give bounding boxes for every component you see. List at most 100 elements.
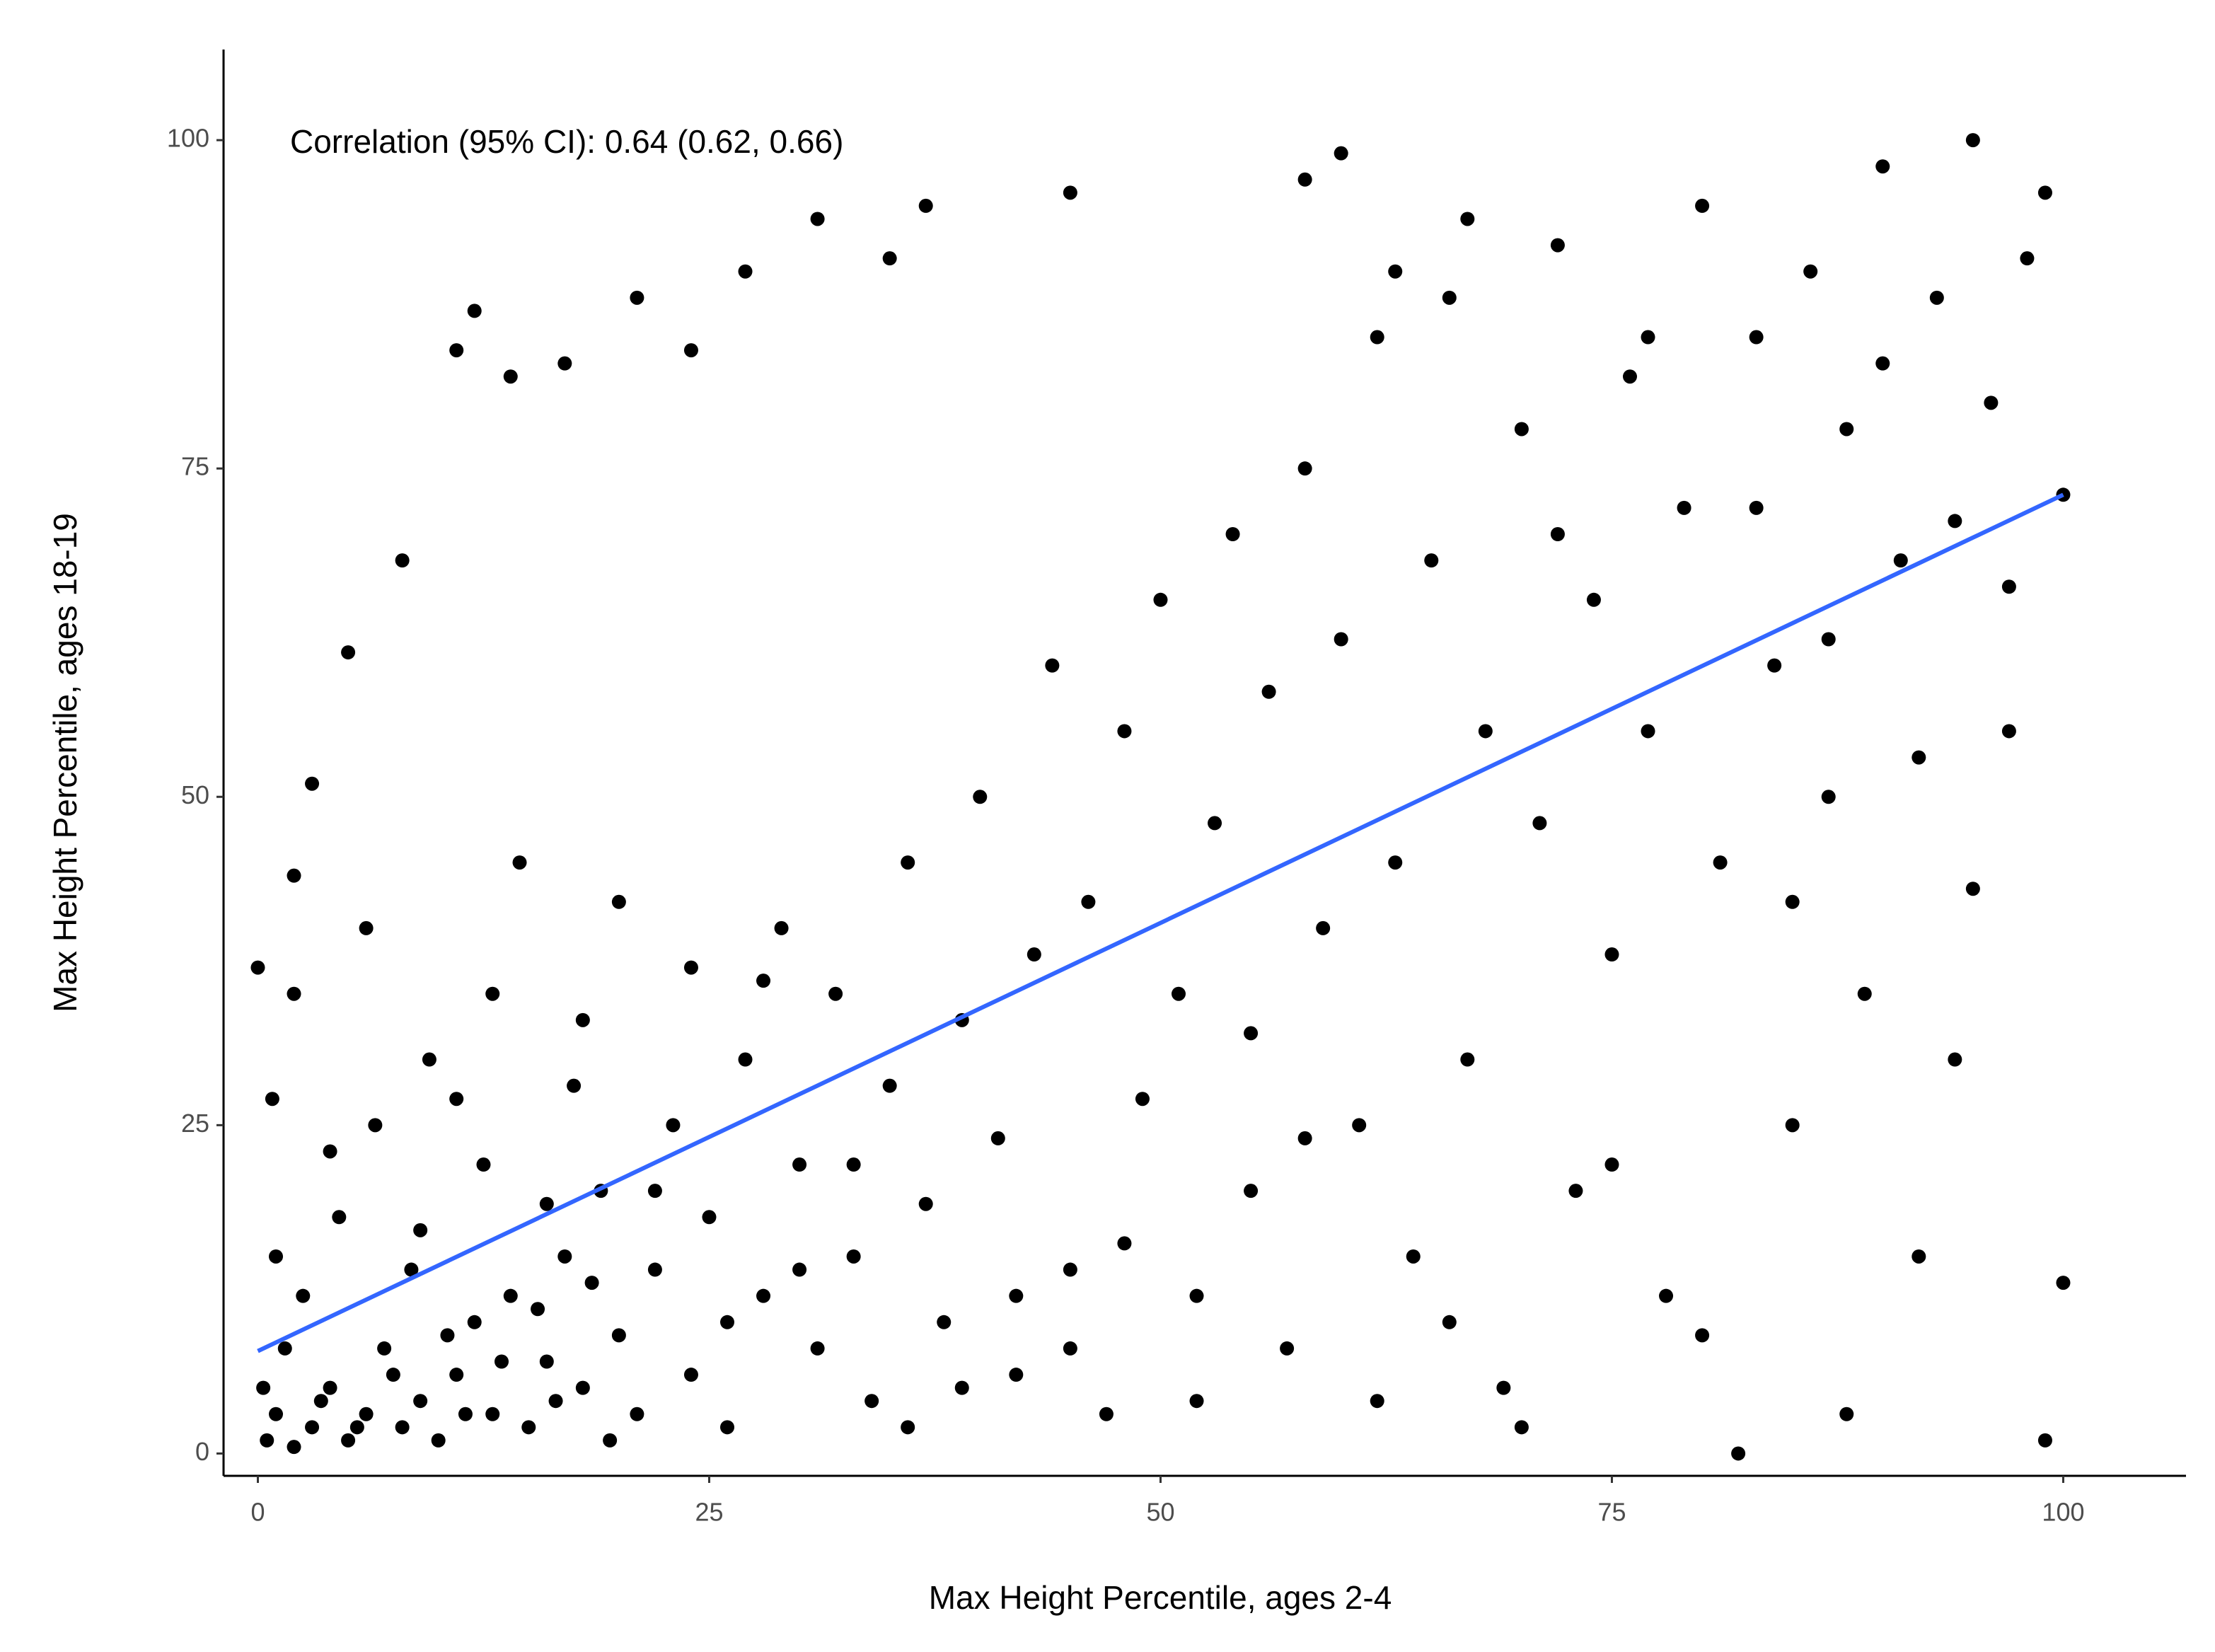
- point: [323, 1144, 337, 1159]
- point: [1984, 395, 1999, 410]
- point: [359, 920, 374, 935]
- point: [630, 290, 644, 305]
- point: [2001, 579, 2016, 594]
- point: [557, 356, 572, 371]
- point: [386, 1368, 400, 1382]
- y-tick-label: 25: [181, 1109, 209, 1138]
- point: [413, 1394, 428, 1409]
- point: [575, 1012, 590, 1027]
- point: [1875, 356, 1890, 371]
- point: [1244, 1184, 1259, 1198]
- point: [287, 868, 301, 883]
- point: [305, 1420, 320, 1435]
- point: [647, 1184, 662, 1198]
- point: [666, 1118, 681, 1133]
- point: [1785, 1118, 1800, 1133]
- point: [647, 1262, 662, 1277]
- point: [720, 1420, 735, 1435]
- point: [250, 960, 265, 975]
- y-axis-title: Max Height Percentile, ages 18-19: [47, 513, 83, 1012]
- point: [1641, 330, 1655, 345]
- point: [431, 1433, 446, 1448]
- point: [539, 1354, 554, 1369]
- point: [1442, 1315, 1457, 1329]
- point: [332, 1210, 347, 1225]
- point: [990, 1131, 1005, 1145]
- point: [2056, 1276, 2071, 1290]
- point: [323, 1380, 337, 1395]
- point: [1135, 1092, 1150, 1107]
- point: [503, 1288, 518, 1303]
- point: [512, 855, 527, 870]
- point: [882, 1078, 897, 1093]
- point: [683, 1368, 698, 1382]
- point: [260, 1433, 274, 1448]
- point: [395, 553, 410, 568]
- point: [1316, 920, 1331, 935]
- point: [756, 1288, 771, 1303]
- point: [539, 1196, 554, 1211]
- point: [1604, 1157, 1619, 1172]
- point: [1586, 592, 1601, 607]
- point: [1875, 159, 1890, 174]
- point: [810, 212, 825, 226]
- point: [683, 343, 698, 358]
- point: [1857, 986, 1872, 1001]
- point: [1370, 1394, 1384, 1409]
- point: [495, 1354, 509, 1369]
- point: [973, 790, 988, 804]
- point: [1225, 526, 1240, 541]
- point: [1171, 986, 1186, 1001]
- y-tick-label: 50: [181, 780, 209, 809]
- point: [1063, 185, 1077, 200]
- point: [1442, 290, 1457, 305]
- point: [792, 1262, 807, 1277]
- point: [377, 1341, 392, 1356]
- point: [1568, 1184, 1583, 1198]
- point: [476, 1157, 491, 1172]
- point: [1334, 632, 1348, 647]
- point: [810, 1341, 825, 1356]
- point: [404, 1262, 419, 1277]
- point: [485, 986, 500, 1001]
- point: [1026, 947, 1041, 962]
- point: [1297, 1131, 1312, 1145]
- point: [2020, 251, 2035, 266]
- point: [1948, 1052, 1962, 1067]
- point: [828, 986, 843, 1001]
- point: [1334, 146, 1348, 161]
- point: [738, 264, 753, 279]
- point: [1063, 1262, 1077, 1277]
- point: [575, 1380, 590, 1395]
- point: [413, 1223, 428, 1237]
- point: [901, 855, 915, 870]
- point: [756, 974, 771, 988]
- point: [449, 1092, 464, 1107]
- point: [1677, 500, 1691, 515]
- point: [1839, 422, 1854, 437]
- point: [2037, 1433, 2052, 1448]
- point: [1297, 461, 1312, 476]
- point: [296, 1288, 311, 1303]
- point: [359, 1406, 374, 1421]
- point: [738, 1052, 753, 1067]
- point: [1063, 1341, 1077, 1356]
- point: [901, 1420, 915, 1435]
- point: [277, 1341, 292, 1356]
- point: [265, 1092, 279, 1107]
- y-tick-label: 75: [181, 452, 209, 481]
- point: [1045, 658, 1060, 673]
- point: [1153, 592, 1168, 607]
- point: [1695, 198, 1710, 213]
- point: [256, 1380, 271, 1395]
- point: [846, 1249, 861, 1264]
- point: [269, 1249, 284, 1264]
- point: [918, 1196, 933, 1211]
- point: [1785, 894, 1800, 909]
- point: [611, 894, 626, 909]
- point: [630, 1406, 644, 1421]
- point: [1117, 724, 1132, 739]
- point: [792, 1157, 807, 1172]
- point: [1388, 855, 1403, 870]
- point: [1370, 330, 1384, 345]
